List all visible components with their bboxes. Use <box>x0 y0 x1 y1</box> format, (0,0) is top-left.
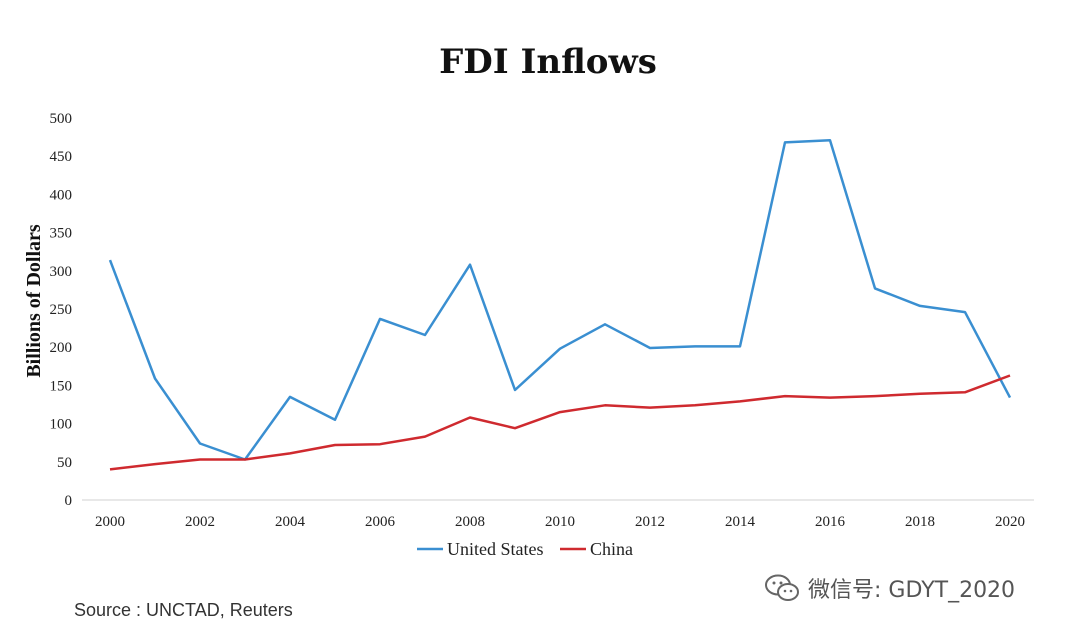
y-tick-label: 50 <box>57 455 72 471</box>
y-tick-label: 300 <box>50 264 73 280</box>
y-axis-label: Billions of Dollars <box>23 224 45 378</box>
y-tick-label: 200 <box>50 340 73 356</box>
x-tick-labels: 2000 2002 2004 2006 2008 2010 2012 2014 2016 2018… <box>95 514 1025 530</box>
x-tick-label: 2014 <box>725 514 756 530</box>
x-tick-label: 2018 <box>905 514 935 530</box>
wechat-watermark: 微信号: GDYT_2020 <box>764 572 1015 604</box>
y-tick-label: 250 <box>50 302 73 318</box>
x-tick-label: 2002 <box>185 514 215 530</box>
x-tick-label: 2020 <box>995 514 1025 530</box>
x-tick-label: 2008 <box>455 514 485 530</box>
x-tick-label: 2012 <box>635 514 665 530</box>
y-tick-label: 400 <box>50 187 73 203</box>
legend: United States China <box>417 539 633 559</box>
chart-title: FDI Inflows <box>439 42 657 82</box>
y-tick-label: 350 <box>50 226 73 242</box>
y-tick-label: 100 <box>50 417 73 433</box>
x-tick-label: 2000 <box>95 514 125 530</box>
y-tick-labels: 0 50 100 150 200 250 300 350 400 450 500 <box>50 111 73 509</box>
y-tick-label: 150 <box>50 378 73 394</box>
legend-label-united-states: United States <box>447 539 544 559</box>
x-tick-label: 2004 <box>275 514 306 530</box>
x-tick-label: 2016 <box>815 514 846 530</box>
series-line-china <box>109 374 1011 471</box>
legend-label-china: China <box>590 539 633 559</box>
y-tick-label: 450 <box>50 149 73 165</box>
x-tick-label: 2006 <box>365 514 396 530</box>
y-tick-label: 500 <box>50 111 73 127</box>
wechat-logo-icon <box>765 574 799 601</box>
series-lines <box>108 138 1012 471</box>
series-line-united-states <box>108 138 1012 461</box>
y-tick-label: 0 <box>65 493 73 509</box>
watermark-text: 微信号: GDYT_2020 <box>808 578 1016 603</box>
source-note: Source : UNCTAD, Reuters <box>74 600 293 620</box>
x-tick-label: 2010 <box>545 514 575 530</box>
